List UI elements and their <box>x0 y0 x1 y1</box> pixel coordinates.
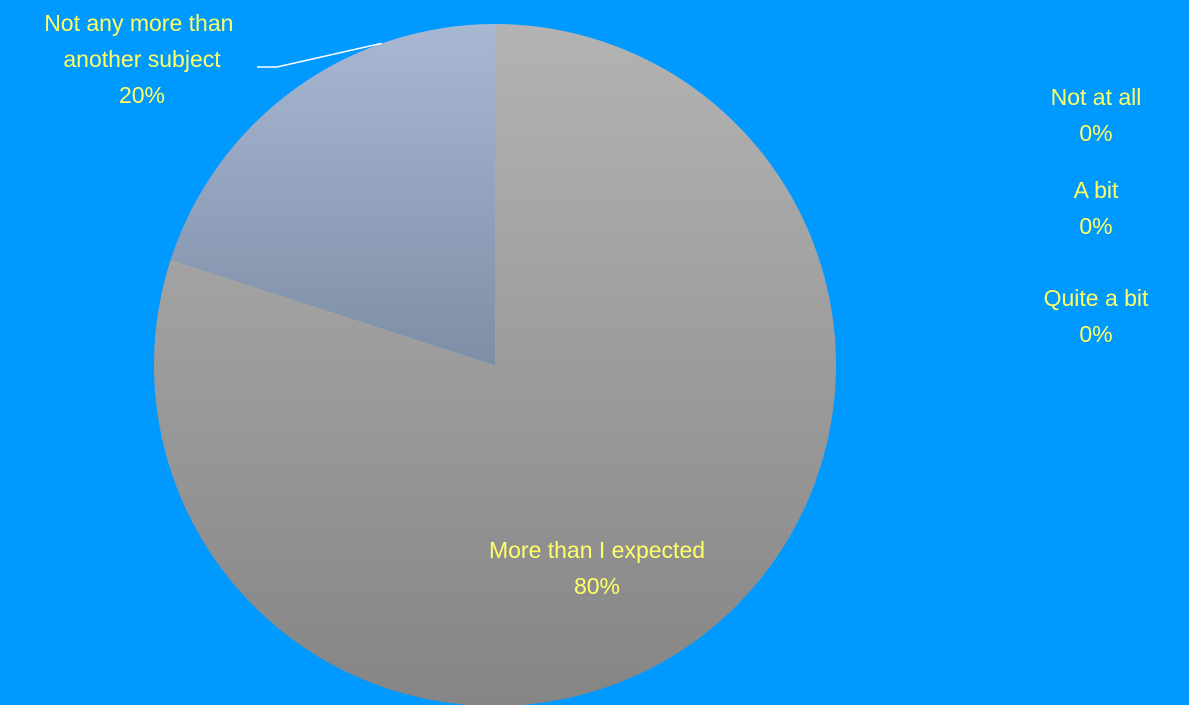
slice-more-than-i-expected <box>154 24 837 705</box>
label-quite-a-bit: Quite a bit <box>1044 285 1149 311</box>
slice-not-any-more-than-another-subject <box>170 24 495 365</box>
leader-line-not-any-more <box>257 42 382 68</box>
label-more-than-i-expected: More than I expected <box>489 537 705 563</box>
label-not-at-all: Not at all <box>1051 84 1142 110</box>
label-a-bit: A bit <box>1074 177 1119 203</box>
value-a-bit: 0% <box>1079 213 1112 239</box>
value-not-at-all: 0% <box>1079 120 1112 146</box>
value-more-than-i-expected: 80% <box>574 573 620 599</box>
value-quite-a-bit: 0% <box>1079 321 1112 347</box>
label-not-any-more-than-another-subject: Not any more than another subject <box>44 10 240 72</box>
value-not-any-more-than-another-subject: 20% <box>119 82 165 108</box>
